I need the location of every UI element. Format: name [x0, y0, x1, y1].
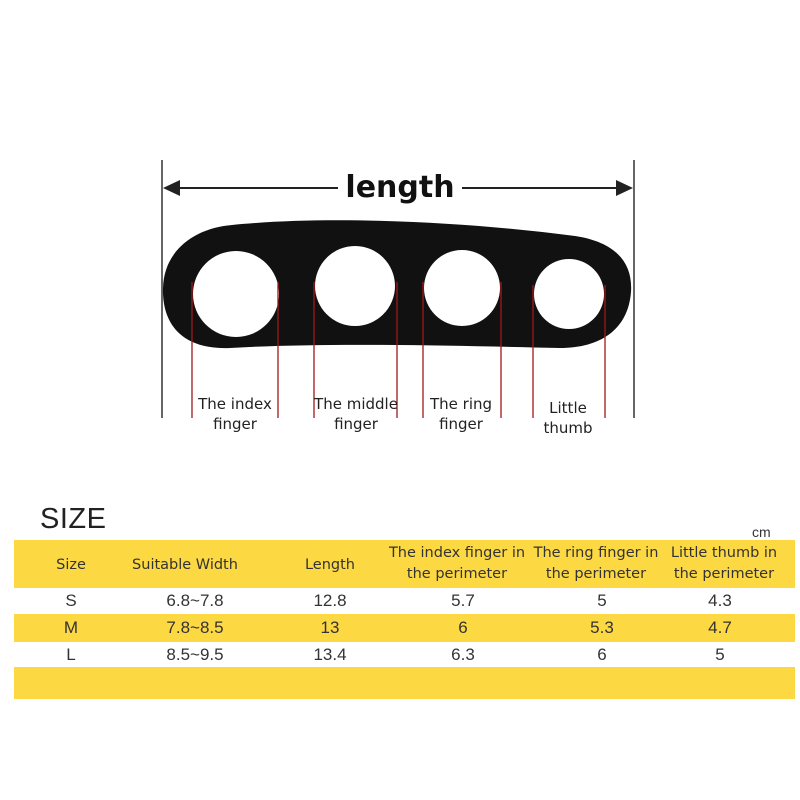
- table-cell: 6: [458, 618, 468, 637]
- middle-finger-label: The middle finger: [314, 395, 398, 433]
- little-thumb-label: Little thumb: [543, 399, 593, 437]
- table-cell: 12.8: [313, 591, 347, 610]
- table-cell: 5: [715, 645, 725, 664]
- table-cell: 5.7: [451, 591, 475, 610]
- column-header-width: Suitable Width: [132, 557, 238, 573]
- footer-band: [14, 667, 795, 699]
- column-header-little: Little thumb in the perimeter: [670, 545, 778, 582]
- table-cell: 13: [320, 618, 340, 637]
- row-band-m: [14, 614, 795, 642]
- table-cell: 5: [597, 591, 607, 610]
- left-arrowhead-icon: [163, 180, 180, 196]
- column-header-ring: The ring finger in the perimeter: [533, 545, 659, 582]
- table-cell: 4.3: [708, 591, 732, 610]
- table-cell: 6: [597, 645, 607, 664]
- column-header-length: Length: [304, 557, 355, 573]
- ring-finger-label: The ring finger: [429, 395, 493, 433]
- size-heading: SIZE: [40, 503, 107, 535]
- column-header-index: The index finger in the perimeter: [388, 545, 526, 582]
- finger-guide-lines: [191, 282, 606, 418]
- table-cell: 8.5~9.5: [166, 645, 224, 664]
- table-cell: 5.3: [590, 618, 614, 637]
- column-header-size: Size: [56, 557, 86, 573]
- table-cell: 6.8~7.8: [166, 591, 224, 610]
- table-cell: S: [65, 591, 77, 610]
- index-finger-label: The index finger: [198, 395, 272, 433]
- right-arrowhead-icon: [616, 180, 633, 196]
- table-cell: 7.8~8.5: [166, 618, 224, 637]
- length-label: length: [345, 170, 454, 205]
- table-cell: 13.4: [313, 645, 347, 664]
- table-cell: 4.7: [708, 618, 732, 637]
- unit-label: cm: [752, 524, 771, 540]
- header-band: [14, 540, 795, 588]
- table-cell: L: [66, 645, 76, 664]
- table-cell: 6.3: [451, 645, 475, 664]
- finger-ring-diagram: length: [161, 160, 635, 418]
- table-cell: M: [63, 618, 79, 637]
